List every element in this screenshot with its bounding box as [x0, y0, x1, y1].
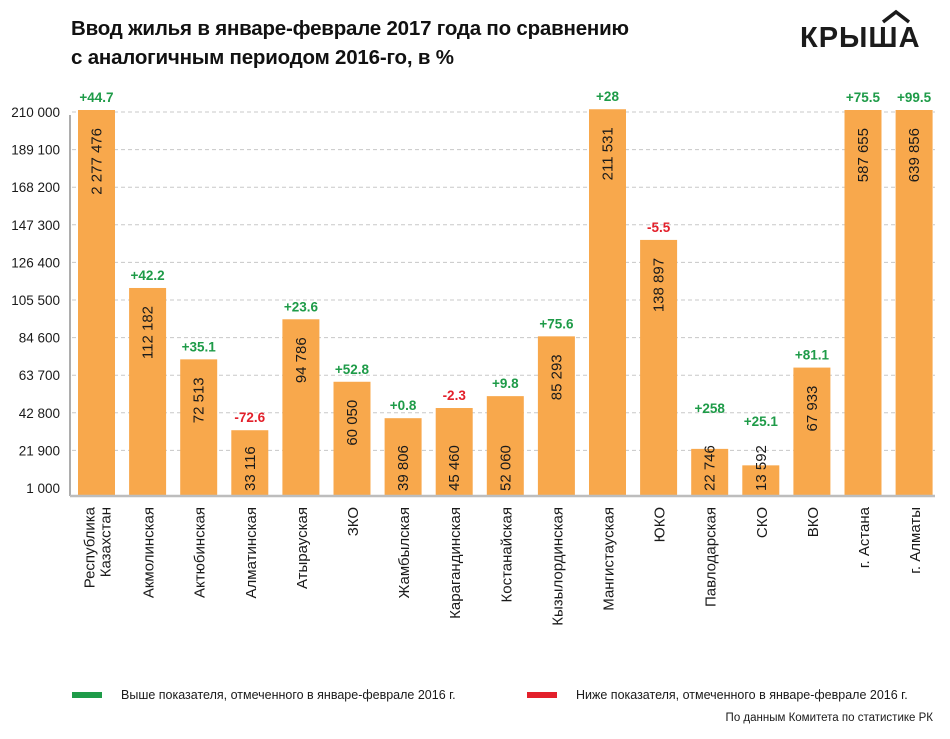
x-category-label: ЮКО	[652, 507, 669, 542]
x-category-label: г. Астана	[856, 506, 873, 568]
y-tick-label: 105 500	[11, 293, 60, 308]
change-label: +81.1	[795, 348, 830, 363]
x-category-label: СКО	[754, 507, 771, 538]
change-label: +25.1	[744, 414, 779, 429]
x-category-label: Актюбинская	[192, 507, 209, 598]
bar	[384, 418, 422, 495]
change-label: +35.1	[182, 339, 217, 354]
legend-swatch-red	[527, 692, 557, 698]
bar	[180, 359, 218, 495]
change-label: -2.3	[443, 388, 467, 403]
y-tick-label: 147 300	[11, 218, 60, 233]
change-label: +258	[694, 401, 725, 416]
bar-value-label: 13 592	[753, 445, 770, 491]
x-category-label: Акмолинская	[141, 507, 158, 598]
bar	[129, 287, 167, 495]
bar	[793, 367, 831, 495]
change-label: +23.6	[284, 299, 319, 314]
y-tick-label: 1 000	[26, 481, 60, 496]
krysha-logo: КРЫШA	[800, 8, 935, 54]
bar	[589, 109, 626, 495]
bar-value-label: 138 897	[651, 258, 668, 312]
x-category-label: Республика	[82, 506, 99, 588]
bar-value-label: 85 293	[548, 354, 565, 400]
bar	[435, 408, 473, 495]
legend-swatch-green	[72, 692, 102, 698]
y-tick-label: 63 700	[19, 368, 60, 383]
x-category-label: Алматинская	[243, 507, 260, 598]
bar	[537, 336, 575, 495]
bar-value-label: 112 182	[140, 306, 157, 359]
x-category-label: Мангистауская	[601, 507, 618, 611]
x-category-label: Казахстан	[98, 507, 115, 577]
bar-value-label: 94 786	[293, 337, 310, 383]
bar-value-label: 52 060	[497, 445, 514, 491]
bar-value-label: 39 806	[395, 445, 412, 491]
x-category-label: Атырауская	[294, 507, 311, 589]
bar	[333, 381, 371, 495]
change-label: +42.2	[131, 268, 165, 283]
bar-value-label: 33 116	[242, 446, 259, 491]
bar	[231, 430, 269, 495]
change-label: +44.7	[79, 90, 113, 105]
bar-value-label: 22 746	[702, 445, 719, 491]
bar-value-label: 211 531	[600, 127, 617, 180]
y-tick-label: 42 800	[19, 406, 60, 421]
change-label: +75.6	[539, 316, 574, 331]
change-label: -72.6	[234, 410, 265, 425]
bar	[282, 319, 320, 495]
y-tick-label: 21 900	[19, 443, 60, 458]
bar-value-label: 639 856	[906, 128, 923, 182]
logo-roof-icon	[881, 9, 911, 24]
bar-value-label: 67 933	[804, 386, 821, 432]
chart-title: Ввод жилья в январе-феврале 2017 года по…	[71, 14, 629, 72]
bar	[844, 110, 882, 495]
change-label: +75.5	[846, 90, 881, 105]
bar	[742, 465, 780, 495]
bar-value-label: 45 460	[446, 445, 463, 491]
legend-label-above: Выше показателя, отмеченного в январе-фе…	[121, 688, 456, 702]
x-category-label: ЗКО	[345, 507, 362, 536]
change-label: +28	[596, 89, 619, 104]
bar	[895, 110, 933, 495]
chart-title-line-1: Ввод жилья в январе-феврале 2017 года по…	[71, 17, 629, 40]
bar	[691, 448, 729, 495]
change-label: +9.8	[492, 376, 519, 391]
bar	[640, 239, 678, 495]
change-label: -5.5	[647, 220, 671, 235]
y-tick-label: 189 100	[11, 143, 60, 158]
x-category-label: г. Алматы	[907, 507, 924, 574]
y-tick-label: 126 400	[11, 255, 60, 270]
x-category-label: ВКО	[805, 507, 822, 537]
bar	[78, 110, 115, 495]
x-category-label: Кызылординская	[549, 507, 566, 626]
x-category-label: Павлодарская	[703, 507, 720, 607]
x-category-label: Костанайская	[498, 507, 515, 603]
y-tick-label: 84 600	[19, 331, 60, 346]
change-label: +52.8	[335, 362, 370, 377]
y-tick-label: 168 200	[11, 180, 60, 195]
change-label: +99.5	[897, 90, 932, 105]
change-label: +0.8	[390, 398, 417, 413]
legend-label-below: Ниже показателя, отмеченного в январе-фе…	[576, 688, 908, 702]
bar-value-label: 2 277 476	[89, 128, 106, 195]
data-source: По данным Комитета по статистике РК	[725, 712, 933, 724]
x-category-label: Жамбылская	[396, 507, 413, 599]
chart-title-line-2: с аналогичным периодом 2016-го, в %	[71, 46, 454, 69]
bar-value-label: 587 655	[855, 128, 872, 182]
y-tick-label: 210 000	[11, 105, 60, 120]
legend-item-below: Ниже показателя, отмеченного в январе-фе…	[527, 688, 908, 702]
bar-value-label: 72 513	[191, 377, 208, 423]
x-category-label: Карагандинская	[447, 507, 464, 619]
legend-item-above: Выше показателя, отмеченного в январе-фе…	[72, 688, 456, 702]
bar-value-label: 60 050	[344, 400, 361, 446]
logo-text: КРЫШA	[800, 22, 921, 54]
bar	[486, 396, 524, 495]
